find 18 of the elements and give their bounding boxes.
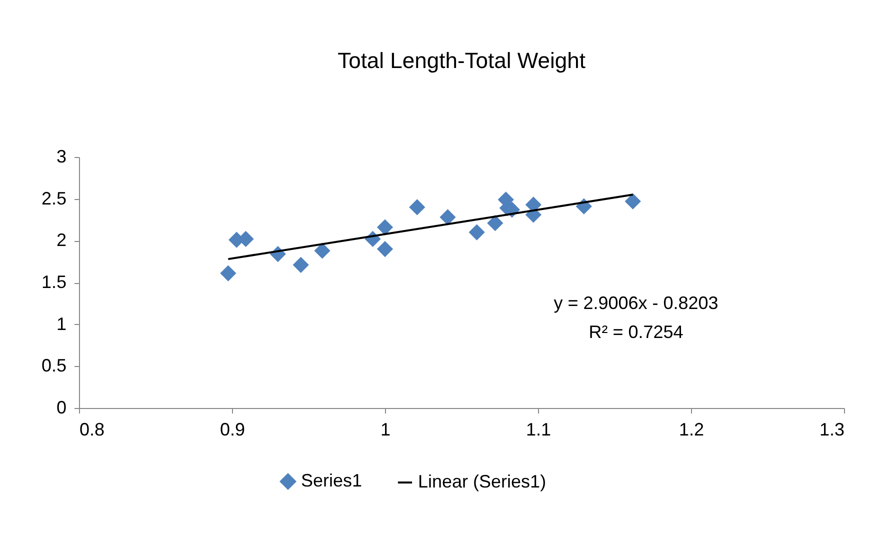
x-tick-label: 1.3 — [819, 420, 844, 440]
x-tick-label: 0.8 — [80, 420, 105, 440]
y-tick-label: 3 — [56, 146, 66, 166]
y-tick-label: 0.5 — [41, 356, 66, 376]
y-tick-label: 1 — [56, 314, 66, 334]
chart-title: Total Length-Total Weight — [338, 48, 586, 73]
x-tick-label: 1 — [380, 420, 391, 440]
x-tick-label: 0.9 — [220, 420, 246, 440]
x-tick-label: 1.2 — [678, 420, 704, 440]
legend-label: Linear (Series1) — [418, 472, 546, 492]
annotation: R² = 0.7254 — [588, 322, 684, 342]
y-tick-label: 2 — [56, 230, 66, 250]
x-tick-label: 1.1 — [526, 420, 552, 440]
y-tick-label: 2.5 — [41, 188, 66, 208]
annotation: y = 2.9006x - 0.8203 — [554, 293, 718, 313]
y-tick-label: 0 — [56, 398, 66, 418]
legend-label: Series1 — [301, 470, 362, 490]
y-tick-label: 1.5 — [41, 272, 66, 292]
